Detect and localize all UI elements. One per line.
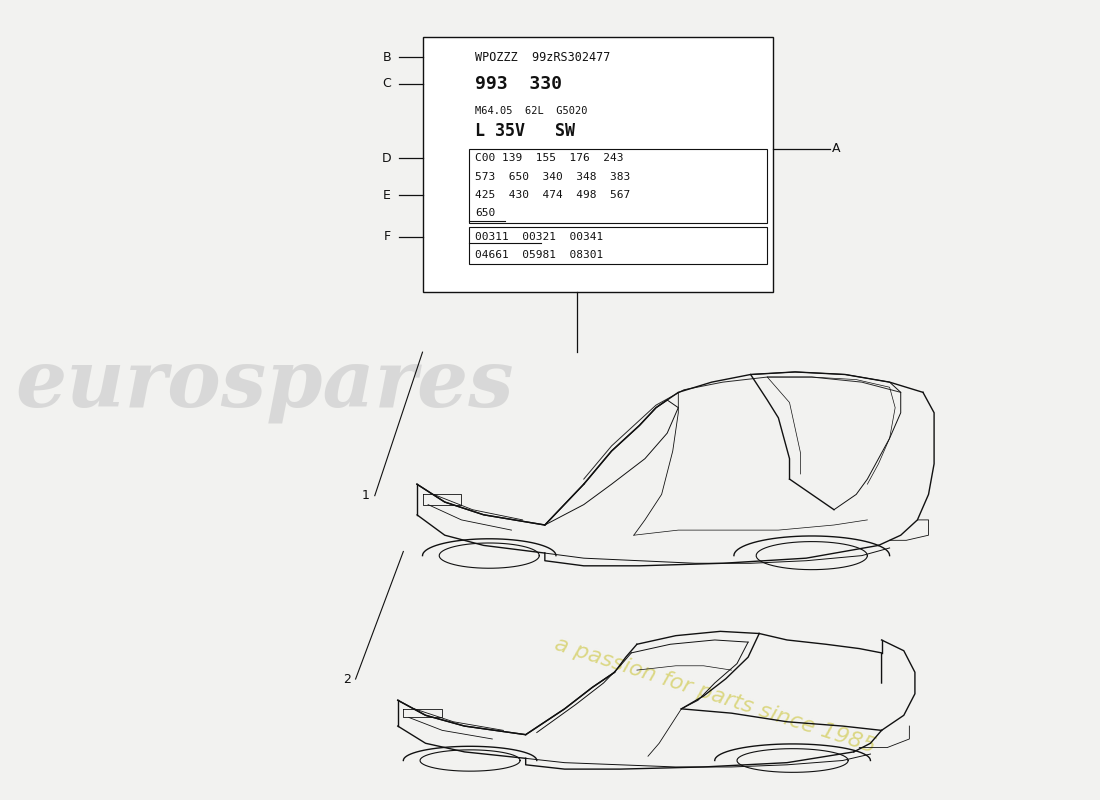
Text: 993  330: 993 330 [475,74,562,93]
Text: A: A [832,142,840,155]
Bar [469,227,767,265]
Text: F: F [384,230,392,243]
Text: E: E [383,189,392,202]
Text: 650: 650 [475,209,496,218]
Text: a passion for parts since 1985: a passion for parts since 1985 [552,634,878,757]
Text: 2: 2 [343,673,351,686]
Text: M64.05  62L  G5020: M64.05 62L G5020 [475,106,587,116]
Text: L 35V   SW: L 35V SW [475,122,575,140]
Text: WPOZZZ  99zRS302477: WPOZZZ 99zRS302477 [475,50,610,64]
Text: B: B [383,50,392,64]
Text: D: D [382,152,392,165]
Text: C00 139  155  176  243: C00 139 155 176 243 [475,154,624,163]
Text: 04661  05981  08301: 04661 05981 08301 [475,250,604,260]
Bar [422,38,772,292]
Text: 1: 1 [362,489,370,502]
Text: 425  430  474  498  567: 425 430 474 498 567 [475,190,630,200]
Text: 00311  00321  00341: 00311 00321 00341 [475,231,604,242]
Bar [469,149,767,223]
Text: 573  650  340  348  383: 573 650 340 348 383 [475,172,630,182]
Text: C: C [383,77,392,90]
Text: eurospares: eurospares [15,346,514,423]
